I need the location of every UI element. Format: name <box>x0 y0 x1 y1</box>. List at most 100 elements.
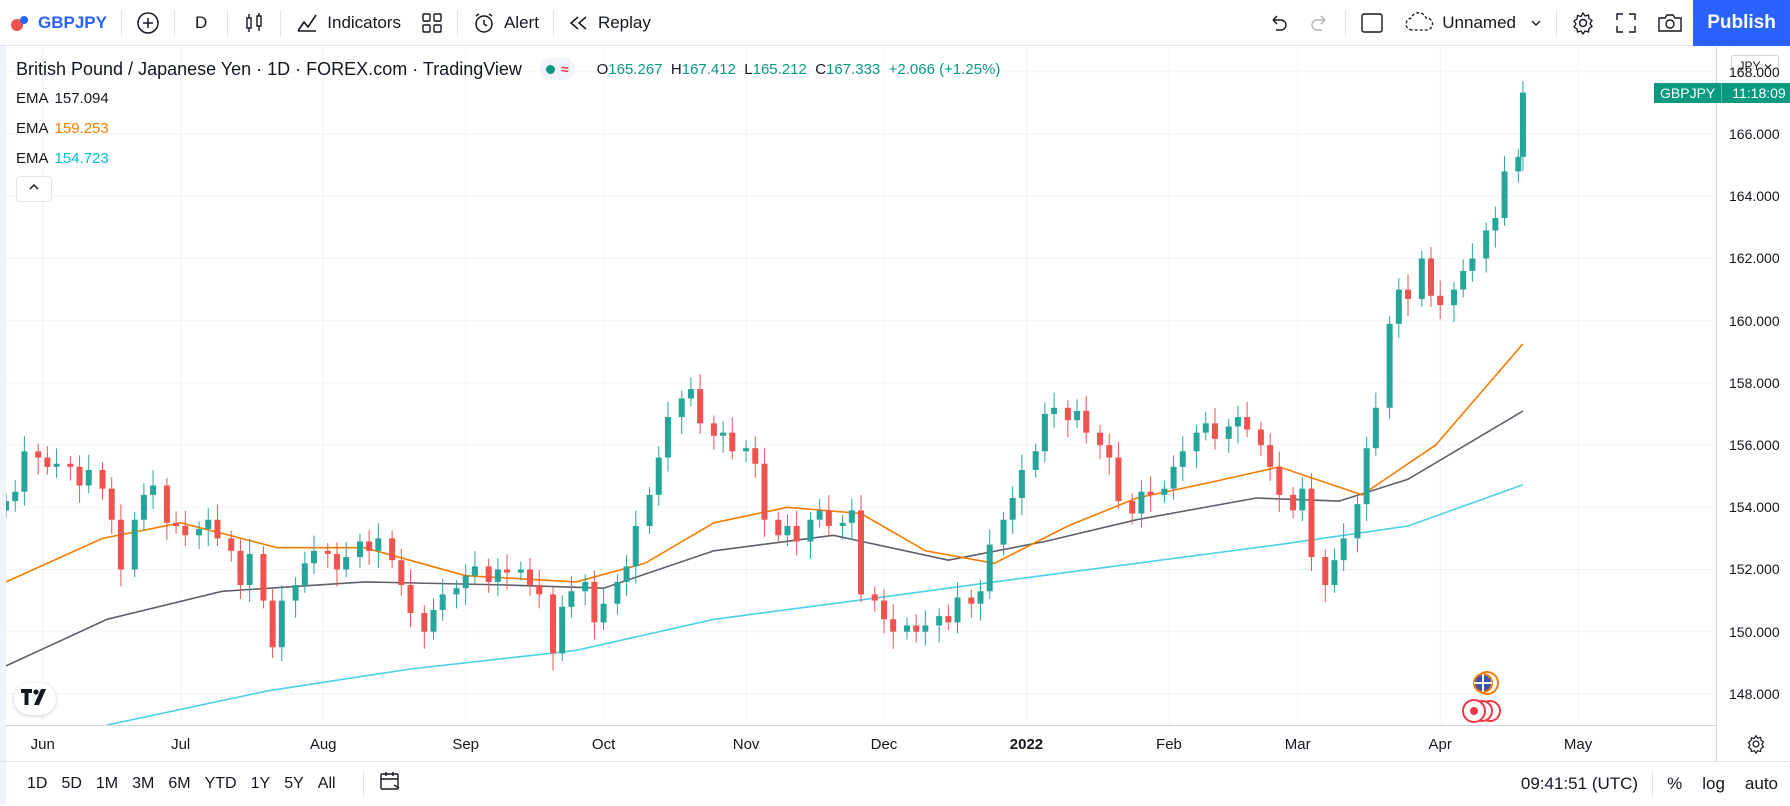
alert-button[interactable]: Alert <box>462 0 549 46</box>
candle-up <box>1460 270 1467 290</box>
compare-button[interactable] <box>126 0 170 46</box>
time-label: Feb <box>1156 736 1182 753</box>
candle-down <box>389 538 396 561</box>
time-label: Apr <box>1428 736 1452 753</box>
price-label: 166.000 <box>1729 126 1780 143</box>
candle-down <box>398 560 405 586</box>
indicators-button[interactable]: Indicators <box>285 0 411 46</box>
ema-legend-row-1[interactable]: EMA 157.094 <box>16 90 109 107</box>
candle-down <box>761 463 768 520</box>
fullscreen-button[interactable] <box>1605 0 1647 46</box>
layout-button[interactable] <box>1350 0 1394 46</box>
divider <box>552 9 554 36</box>
candle-down <box>1276 466 1283 495</box>
ema-legend-row-3[interactable]: EMA 154.723 <box>16 150 109 167</box>
candle-up <box>292 585 299 601</box>
time-axis[interactable]: Jun Jul Aug Sep Oct Nov Dec 2022 Feb Mar Apr May <box>6 725 1765 761</box>
time-label: Nov <box>732 736 760 753</box>
currency-selector[interactable]: JPY <box>1731 55 1779 77</box>
candle-up <box>614 581 621 604</box>
snapshot-button[interactable] <box>1647 0 1693 46</box>
candle-down <box>1106 445 1113 458</box>
range-button-1y[interactable]: 1Y <box>250 774 271 792</box>
range-button-ytd[interactable]: YTD <box>204 774 237 792</box>
candle-up <box>1018 469 1025 498</box>
symbol-label: GBPJPY <box>38 12 107 32</box>
candle-up <box>655 457 662 495</box>
log-scale-toggle[interactable]: log <box>1702 774 1725 793</box>
range-button-1m[interactable]: 1M <box>95 774 119 792</box>
flag-icon <box>10 13 30 33</box>
candle-down <box>1428 258 1434 296</box>
symbol-search-button[interactable]: GBPJPY <box>0 0 117 46</box>
tradingview-logo[interactable] <box>14 683 56 715</box>
clock-timezone[interactable]: 09:41:51 (UTC) <box>1520 774 1639 793</box>
candle-down <box>1147 491 1154 495</box>
candle-down <box>485 566 492 582</box>
candle-up <box>21 451 28 492</box>
change-value: +2.066 (+1.25%) <box>888 60 1001 78</box>
auto-scale-toggle[interactable]: auto <box>1744 774 1778 793</box>
candle-up <box>1225 426 1232 439</box>
publish-button[interactable]: Publish <box>1693 0 1790 46</box>
divider <box>227 9 229 36</box>
earnings-event-dot <box>1470 707 1478 715</box>
chevron-down-icon <box>1530 17 1542 29</box>
price-axis[interactable]: JPY 168.000 166.000 164.000 162.000 160.000 1… <box>1716 47 1790 761</box>
candle-down <box>1129 501 1136 514</box>
candle-down <box>1211 423 1218 439</box>
redo-button[interactable] <box>1299 0 1341 46</box>
ema-slow-line <box>106 484 1524 725</box>
candle-up <box>1501 171 1508 219</box>
collapse-legend-button[interactable] <box>16 176 52 202</box>
time-label: Oct <box>591 736 616 753</box>
candle-down <box>1405 289 1412 299</box>
range-button-all[interactable]: All <box>317 774 336 792</box>
axis-settings-icon[interactable] <box>1746 734 1766 759</box>
date-range-picker-button[interactable] <box>378 770 402 797</box>
candle-up <box>807 519 814 542</box>
price-tag-symbol: GBPJPY <box>1654 82 1723 103</box>
save-layout-button[interactable]: Unnamed <box>1394 0 1552 46</box>
percent-scale-toggle[interactable]: % <box>1667 774 1683 793</box>
candle-up <box>343 557 350 570</box>
ema-legend-row-2[interactable]: EMA 159.253 <box>16 120 109 137</box>
range-button-1d[interactable]: 1D <box>27 774 48 792</box>
candle-up <box>600 603 607 623</box>
range-button-5d[interactable]: 5D <box>61 774 82 792</box>
candle-up <box>922 625 929 632</box>
range-button-6m[interactable]: 6M <box>168 774 191 792</box>
plus-circle-icon <box>136 11 160 35</box>
chart-type-button[interactable] <box>232 0 276 46</box>
price-chart[interactable] <box>6 47 1716 725</box>
cloud-icon <box>1404 11 1434 34</box>
chevron-up-icon <box>28 180 40 198</box>
alert-label: Alert <box>503 12 539 32</box>
market-status-badge[interactable]: ≈ <box>539 58 575 80</box>
ema-2-value: 159.253 <box>54 120 109 137</box>
time-label: 2022 <box>1009 736 1044 753</box>
candle-down <box>710 423 717 436</box>
instrument-title: British Pound / Japanese Yen · 1D · FORE… <box>16 58 522 79</box>
candle-up <box>784 525 791 536</box>
candle-down <box>35 451 42 458</box>
candle-up <box>1492 218 1499 231</box>
candle-down <box>228 538 235 551</box>
candle-down <box>1083 410 1090 433</box>
templates-button[interactable] <box>411 0 453 46</box>
candle-up <box>1000 519 1007 545</box>
price-label: 156.000 <box>1729 437 1780 454</box>
undo-button[interactable] <box>1257 0 1299 46</box>
candle-up <box>664 417 671 458</box>
ema-3-value: 154.723 <box>54 150 109 167</box>
candle-up <box>1032 451 1039 470</box>
price-tag-time: 11:18:09 <box>1732 84 1786 101</box>
interval-button[interactable]: D <box>179 0 223 46</box>
candle-down <box>99 469 106 489</box>
range-button-3m[interactable]: 3M <box>132 774 155 792</box>
left-edge <box>0 46 6 805</box>
alarm-clock-icon <box>472 11 496 35</box>
range-button-5y[interactable]: 5Y <box>284 774 304 792</box>
settings-button[interactable] <box>1561 0 1605 46</box>
replay-button[interactable]: Replay <box>558 0 661 46</box>
